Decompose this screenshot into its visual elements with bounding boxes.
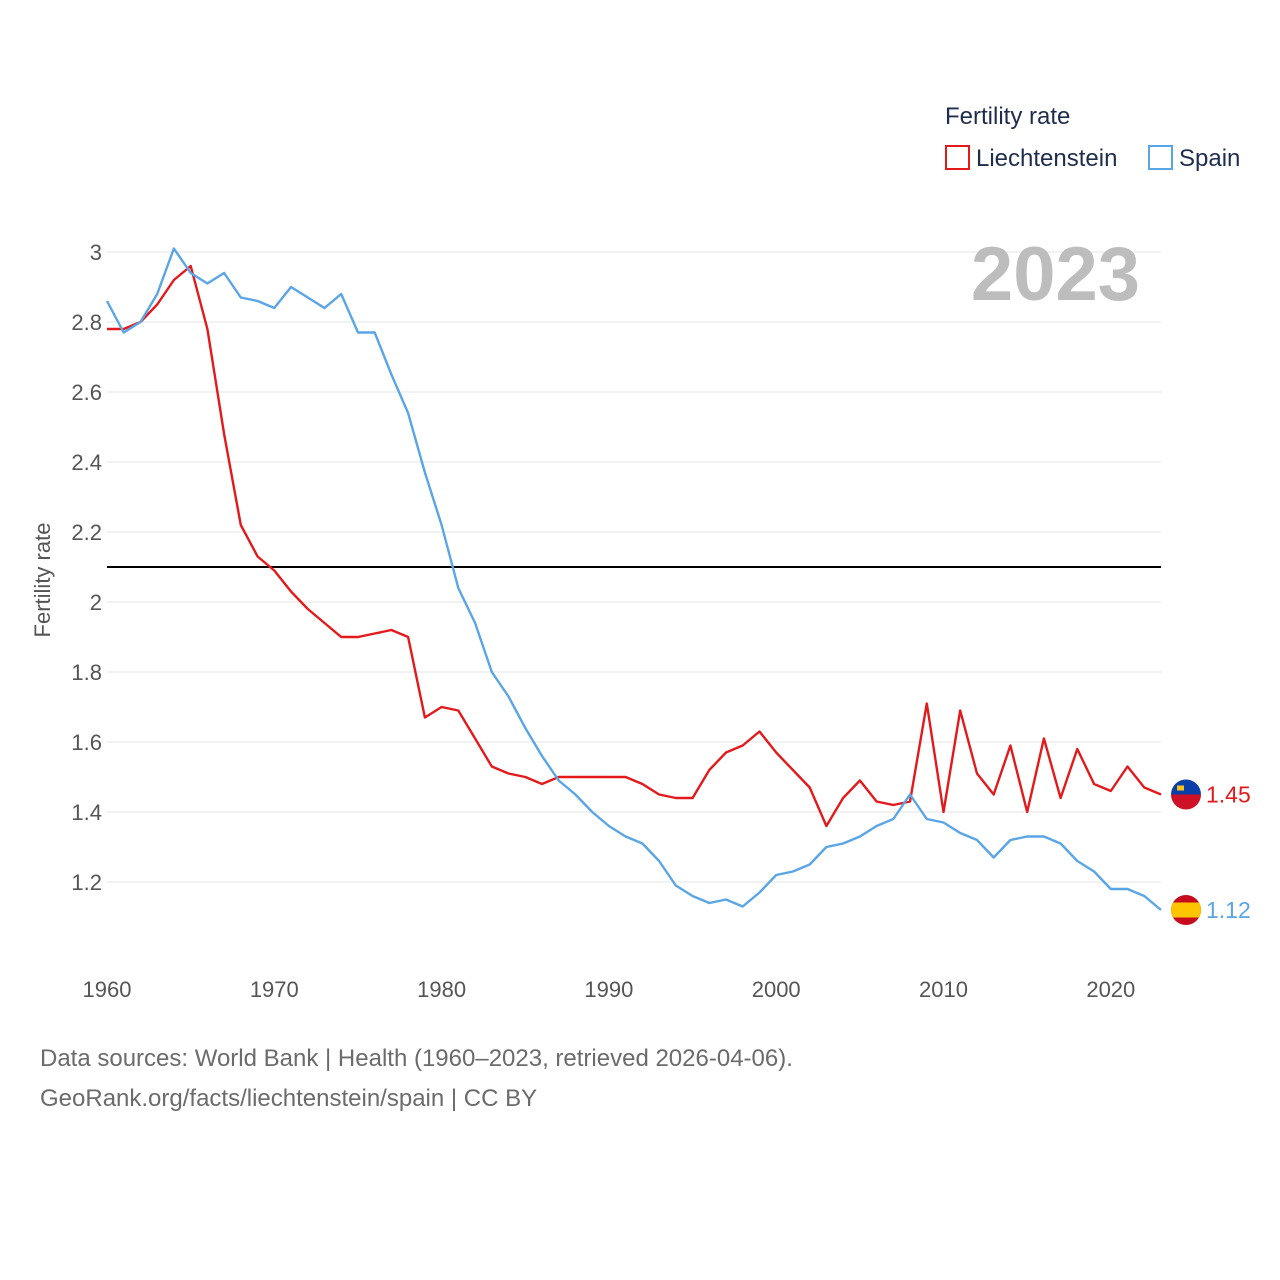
- spain-flag-icon: [1171, 895, 1201, 925]
- y-axis-ticks: 1.2 1.4 1.6 1.8 2 2.2 2.4 2.6 2.8 3: [71, 240, 102, 895]
- y-tick-label: 2.4: [71, 450, 102, 475]
- y-tick-label: 1.6: [71, 730, 102, 755]
- legend-title: Fertility rate: [945, 103, 1070, 130]
- end-value-label: 1.12: [1206, 897, 1251, 923]
- end-labels: 1.45 1.12: [1171, 779, 1251, 925]
- legend: Liechtenstein Spain: [945, 145, 1240, 172]
- end-value-label: 1.45: [1206, 782, 1251, 808]
- legend-swatch-liechtenstein[interactable]: [945, 145, 970, 170]
- x-tick-label: 1970: [250, 977, 299, 1002]
- y-tick-label: 2.8: [71, 310, 102, 335]
- series-line-spain: [105, 247, 1162, 911]
- x-tick-label: 2020: [1086, 977, 1135, 1002]
- legend-label-liechtenstein[interactable]: Liechtenstein: [976, 145, 1117, 172]
- grid-lines: [107, 251, 1161, 883]
- x-tick-label: 1990: [584, 977, 633, 1002]
- footer-sources: Data sources: World Bank | Health (1960–…: [40, 1045, 793, 1072]
- y-tick-label: 1.4: [71, 800, 102, 825]
- year-watermark: 2023: [971, 232, 1140, 317]
- legend-label-spain[interactable]: Spain: [1179, 145, 1240, 172]
- x-tick-label: 2000: [752, 977, 801, 1002]
- legend-swatch-spain[interactable]: [1148, 145, 1173, 170]
- series-line-liechtenstein: [107, 264, 1162, 828]
- y-tick-label: 1.8: [71, 660, 102, 685]
- y-tick-label: 3: [90, 240, 102, 265]
- y-tick-label: 2.2: [71, 520, 102, 545]
- y-tick-label: 1.2: [71, 870, 102, 895]
- series-lines: [105, 247, 1162, 911]
- y-tick-label: 2: [90, 590, 102, 615]
- x-tick-label: 1980: [417, 977, 466, 1002]
- y-axis-title: Fertility rate: [30, 523, 55, 638]
- x-axis-ticks: 1960 1970 1980 1990 2000 2010 2020: [83, 977, 1136, 1002]
- x-tick-label: 2010: [919, 977, 968, 1002]
- liechtenstein-flag-icon: [1171, 779, 1201, 810]
- x-tick-label: 1960: [83, 977, 132, 1002]
- y-tick-label: 2.6: [71, 380, 102, 405]
- footer-attribution[interactable]: GeoRank.org/facts/liechtenstein/spain | …: [40, 1085, 538, 1112]
